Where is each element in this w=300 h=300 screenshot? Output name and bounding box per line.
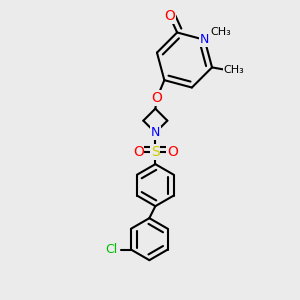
Text: N: N [151,126,160,139]
Text: S: S [151,145,160,159]
Text: CH₃: CH₃ [224,65,244,75]
Text: CH₃: CH₃ [211,27,232,37]
Text: O: O [164,9,175,23]
Text: N: N [200,33,209,46]
Text: O: O [167,145,178,159]
Text: O: O [133,145,144,159]
Text: O: O [151,91,162,105]
Text: Cl: Cl [106,243,118,256]
